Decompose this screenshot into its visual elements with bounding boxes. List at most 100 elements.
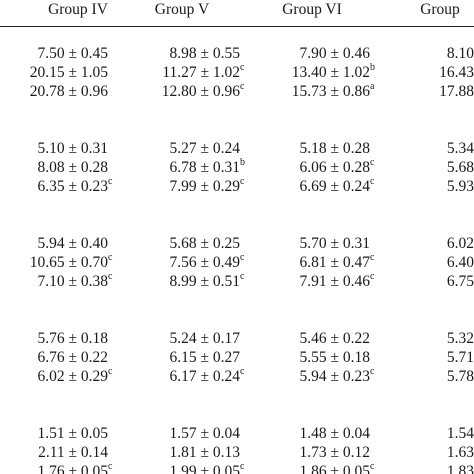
table-cell: 1.73 ± 0.12: [299, 444, 370, 462]
header-rule: [0, 26, 474, 27]
table-cell: 5.93: [447, 178, 474, 196]
cell-value: 17.88: [439, 83, 474, 100]
table-cell: 1.57 ± 0.04: [169, 425, 240, 443]
significance-marker: c: [240, 460, 245, 472]
table-cell: 8.99 ± 0.51c: [169, 271, 244, 291]
significance-marker: c: [370, 156, 375, 168]
table-cell: 7.99 ± 0.29c: [169, 175, 245, 196]
table-cell: 10.65 ± 0.70c: [29, 252, 113, 272]
table-cell: 5.68: [447, 159, 474, 177]
cell-value: 7.56 ± 0.49: [169, 254, 240, 271]
table-cell: 7.50 ± 0.45: [37, 45, 108, 63]
cell-value: 6.35 ± 0.23: [37, 178, 108, 195]
table-cell: 8.98 ± 0.55: [169, 45, 240, 63]
table-cell: 2.11 ± 0.14: [38, 444, 108, 462]
cell-value: 5.10 ± 0.31: [37, 140, 108, 157]
cell-value: 8.99 ± 0.51: [169, 273, 240, 290]
table-cell: 7.90 ± 0.46: [299, 45, 370, 63]
table-cell: 7.56 ± 0.49c: [169, 251, 245, 272]
significance-marker: c: [240, 61, 245, 73]
cell-value: 7.91 ± 0.46: [299, 273, 370, 290]
table-cell: 5.18 ± 0.28: [299, 140, 370, 158]
table-cell: 15.73 ± 0.86a: [291, 81, 375, 101]
significance-marker: b: [370, 61, 375, 73]
table-cell: 11.27 ± 1.02c: [162, 61, 245, 82]
table-cell: 1.81 ± 0.13: [169, 444, 240, 462]
table-cell: 6.06 ± 0.28c: [299, 156, 375, 177]
cell-value: 20.15 ± 1.05: [29, 64, 108, 81]
table-cell: 6.76 ± 0.22: [37, 349, 108, 367]
table-cell: 6.02: [447, 235, 474, 253]
cell-value: 2.11 ± 0.14: [38, 444, 108, 461]
cell-value: 5.55 ± 0.18: [299, 349, 370, 366]
significance-marker: c: [108, 270, 113, 282]
cell-value: 1.57 ± 0.04: [169, 425, 240, 442]
cell-value: 1.54: [446, 425, 474, 442]
cell-value: 7.99 ± 0.29: [169, 178, 240, 195]
table-cell: 5.34: [447, 140, 474, 158]
significance-marker: c: [370, 270, 375, 282]
column-header: Group IV: [48, 1, 108, 18]
cell-value: 5.68 ± 0.25: [169, 235, 240, 252]
table-cell: 16.43: [439, 64, 474, 82]
column-header: Group V: [154, 1, 210, 18]
table-cell: 1.99 ± 0.05c: [169, 460, 245, 474]
table-cell: 1.63: [447, 444, 474, 462]
table-cell: 7.91 ± 0.46c: [299, 270, 375, 291]
significance-marker: c: [240, 365, 245, 377]
significance-marker: c: [240, 251, 245, 263]
table-cell: 12.80 ± 0.96c: [161, 80, 245, 101]
cell-value: 6.75: [446, 273, 474, 290]
table-cell: 20.78 ± 0.96: [30, 83, 108, 101]
cell-value: 5.32: [446, 330, 474, 347]
cell-value: 6.02 ± 0.29: [37, 368, 108, 385]
cell-value: 1.99 ± 0.05: [169, 463, 240, 474]
cell-value: 11.27 ± 1.02: [162, 64, 240, 81]
cell-value: 13.40 ± 1.02: [291, 64, 370, 81]
table-cell: 5.76 ± 0.18: [37, 330, 108, 348]
cell-value: 8.10: [446, 45, 474, 62]
table-cell: 5.32: [447, 330, 474, 348]
cell-value: 5.34: [446, 140, 474, 157]
table-cell: 1.51 ± 0.05: [37, 425, 108, 443]
cell-value: 1.48 ± 0.04: [299, 425, 370, 442]
cell-value: 6.02: [446, 235, 474, 252]
cell-value: 5.70 ± 0.31: [299, 235, 370, 252]
cell-value: 7.10 ± 0.38: [37, 273, 108, 290]
cell-value: 7.50 ± 0.45: [37, 45, 108, 62]
cell-value: 6.40: [446, 254, 474, 271]
table-cell: 6.40: [447, 254, 474, 272]
column-header: Group: [420, 1, 460, 18]
cell-value: 1.63: [446, 444, 474, 461]
cell-value: 5.94 ± 0.40: [37, 235, 108, 252]
table-cell: 1.76 ± 0.05c: [37, 460, 113, 474]
table-cell: 13.40 ± 1.02b: [291, 61, 375, 82]
table-cell: 5.94 ± 0.23c: [299, 366, 374, 386]
cell-value: 6.15 ± 0.27: [169, 349, 240, 366]
table-cell: 1.86 ± 0.05c: [299, 461, 374, 474]
cell-value: 1.51 ± 0.05: [37, 425, 108, 442]
table-cell: 6.81 ± 0.47c: [299, 251, 375, 272]
significance-marker: c: [240, 175, 245, 187]
cell-value: 5.24 ± 0.17: [169, 330, 240, 347]
table-cell: 5.70 ± 0.31: [299, 235, 370, 253]
significance-marker: c: [240, 80, 245, 92]
cell-value: 15.73 ± 0.86: [291, 83, 370, 100]
table-cell: 8.10: [447, 45, 474, 63]
table-cell: 6.17 ± 0.24c: [169, 365, 245, 386]
cell-value: 5.76 ± 0.18: [37, 330, 108, 347]
table-cell: 5.10 ± 0.31: [37, 140, 108, 158]
cell-value: 5.71: [446, 349, 474, 366]
cell-value: 5.93: [446, 178, 474, 195]
table-cell: 6.78 ± 0.31b: [169, 157, 245, 177]
cell-value: 12.80 ± 0.96: [161, 83, 240, 100]
significance-marker: c: [108, 460, 113, 472]
significance-marker: c: [370, 251, 375, 263]
table-cell: 1.48 ± 0.04: [299, 425, 370, 443]
cell-value: 1.83: [446, 463, 474, 474]
cell-value: 6.17 ± 0.24: [169, 368, 240, 385]
column-header: Group VI: [282, 1, 342, 18]
table-cell: 1.83: [447, 463, 474, 474]
cell-value: 10.65 ± 0.70: [29, 254, 108, 271]
